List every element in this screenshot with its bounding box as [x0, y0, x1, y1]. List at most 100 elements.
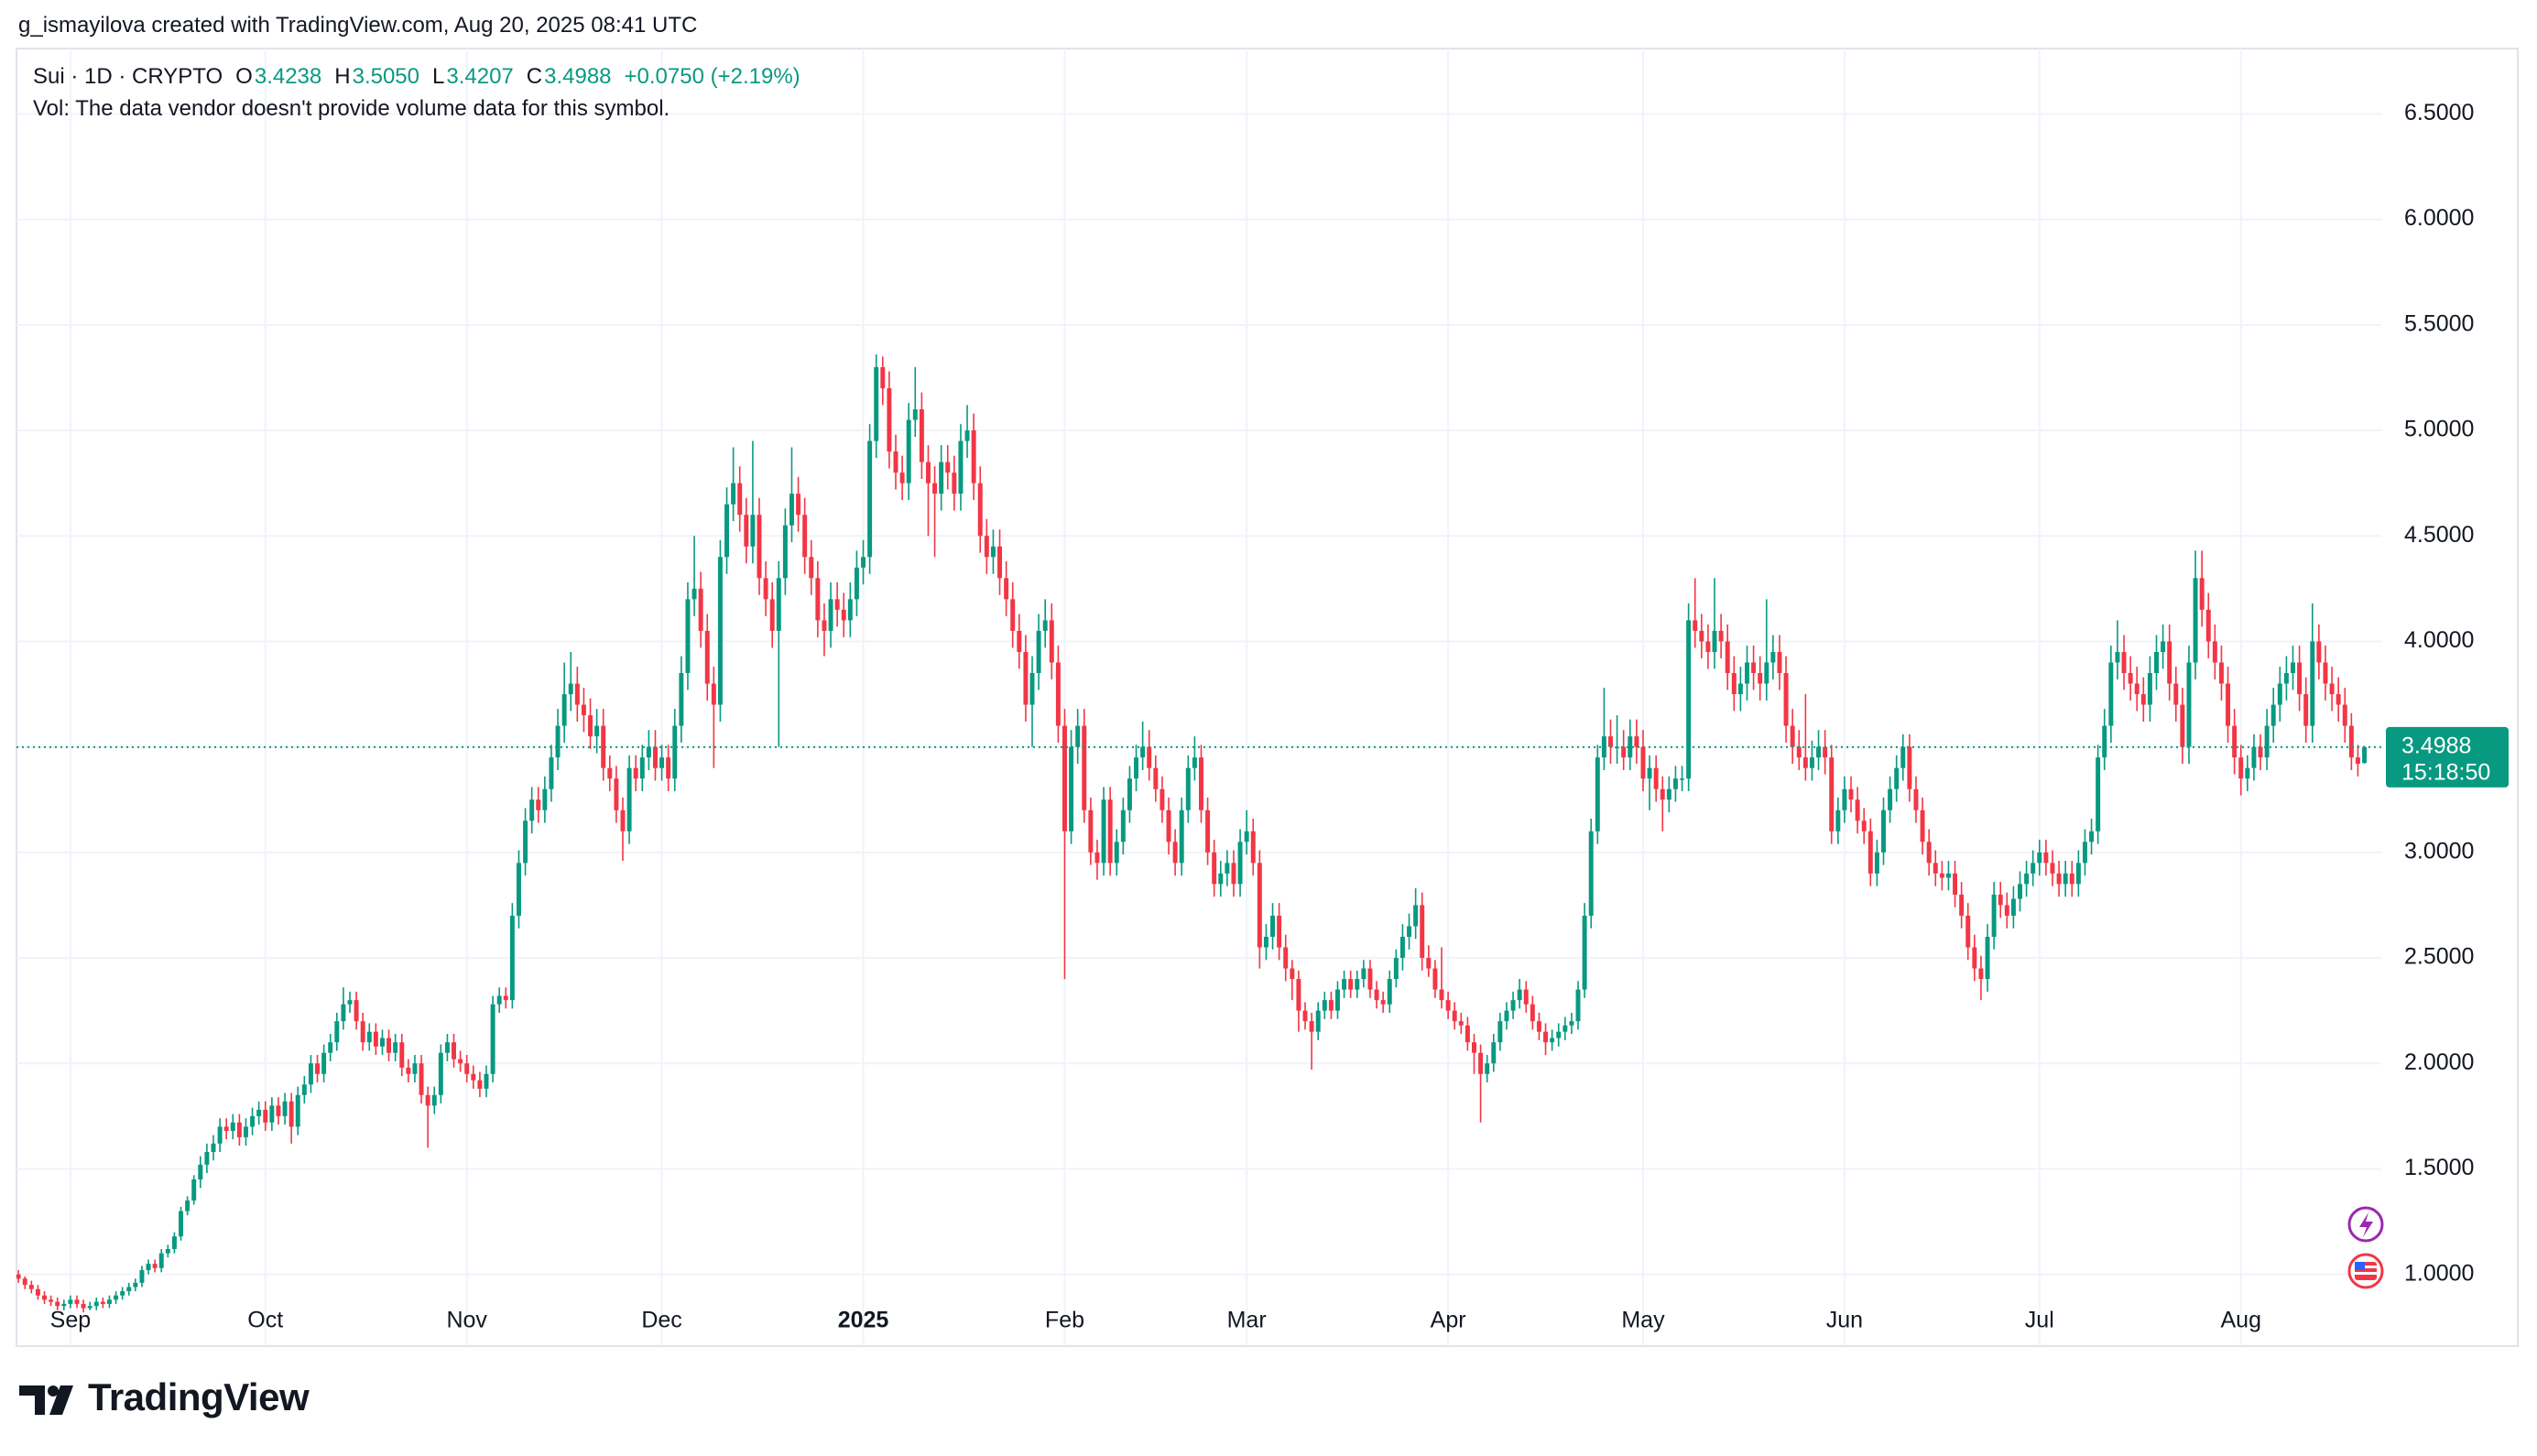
candle-body	[1848, 788, 1854, 800]
candle-body	[620, 809, 626, 831]
x-tick-label: Mar	[1227, 1308, 1267, 1333]
candle-body	[276, 1105, 281, 1116]
candle-body	[1250, 831, 1256, 864]
candle-body	[2245, 767, 2250, 779]
candle-body	[867, 440, 873, 558]
candle-body	[1277, 915, 1282, 948]
candle-body	[750, 515, 756, 547]
candle-body	[555, 725, 561, 758]
candle-body	[757, 515, 762, 579]
candle-body	[1686, 620, 1692, 779]
candle-body	[1972, 947, 1977, 969]
candle-body	[549, 757, 554, 789]
candle-body	[646, 746, 651, 758]
candle-body	[1582, 915, 1587, 990]
candle-body	[607, 767, 613, 779]
candle-body	[452, 1042, 457, 1059]
candle-body	[1004, 578, 1009, 600]
x-tick-label: Jul	[2025, 1308, 2054, 1333]
candle-body	[2303, 694, 2309, 726]
candle-body	[854, 567, 859, 600]
candle-body	[1998, 894, 2003, 906]
candle-body	[529, 799, 535, 821]
candle-body	[42, 1295, 47, 1300]
lightning-glyph	[2359, 1212, 2373, 1237]
candle-body	[1225, 863, 1230, 874]
candle-body	[406, 1067, 411, 1074]
candle-body	[1464, 1025, 1470, 1043]
candle-body	[1634, 736, 1639, 747]
candle-body	[198, 1164, 203, 1179]
brand: TradingView	[88, 1375, 310, 1418]
candle-body	[2075, 863, 2081, 885]
candle-body	[1322, 1000, 1327, 1011]
candle-body	[16, 1274, 21, 1279]
candle-body	[1257, 863, 1262, 948]
candle-body	[1237, 842, 1243, 885]
candle-body	[698, 588, 703, 631]
candle-body	[737, 483, 743, 516]
candle-body	[1049, 620, 1054, 663]
axes: 1.00001.50002.00002.50003.00003.50004.00…	[16, 100, 2509, 1333]
candle-body	[1595, 757, 1600, 831]
y-tick-label: 1.0000	[2404, 1260, 2474, 1286]
candle-body	[1231, 863, 1236, 885]
flag-stripe	[2355, 1272, 2377, 1275]
candle-body	[1445, 1000, 1451, 1011]
y-tick-label: 5.0000	[2404, 417, 2474, 442]
candle-body	[2031, 863, 2036, 874]
candle-body	[120, 1291, 125, 1296]
candle-body	[1296, 979, 1301, 1011]
candle-body	[1953, 873, 1958, 895]
candle-body	[2232, 725, 2238, 758]
candle-body	[347, 1000, 353, 1005]
candle-body	[477, 1080, 483, 1089]
candle-body	[2134, 683, 2140, 695]
candle-body	[1881, 809, 1886, 853]
candle-body	[561, 694, 567, 726]
candle-body	[523, 820, 528, 864]
candle-body	[35, 1288, 40, 1296]
candle-body	[1407, 926, 1412, 938]
candle-body	[2362, 746, 2368, 764]
candle-body	[93, 1301, 99, 1307]
candle-body	[2108, 662, 2114, 726]
candle-body	[1283, 947, 1289, 969]
candle-body	[1218, 873, 1224, 885]
candle-body	[581, 704, 586, 716]
candle-body	[1153, 767, 1159, 789]
candle-body	[1393, 958, 1399, 980]
candle-body	[2050, 863, 2055, 874]
candle-body	[464, 1063, 470, 1074]
candle-body	[1094, 852, 1100, 864]
candle-body	[1199, 757, 1203, 810]
candle-body	[899, 473, 905, 484]
legend-value: 3.4207	[446, 64, 514, 89]
candle-body	[1367, 968, 1373, 990]
candle-body	[1036, 630, 1041, 674]
candle-body	[419, 1063, 424, 1095]
candle-body	[952, 473, 957, 494]
candle-body	[341, 1004, 346, 1022]
candle-body	[1212, 852, 1217, 885]
candle-body	[568, 683, 573, 695]
symbol[interactable]: Sui · 1D · CRYPTO	[33, 64, 223, 89]
candle-body	[146, 1264, 151, 1271]
candle-body	[769, 599, 775, 631]
candle-body	[61, 1303, 67, 1307]
candle-body	[152, 1264, 158, 1268]
x-tick-label: Oct	[247, 1308, 283, 1333]
candle-body	[2283, 673, 2289, 684]
candle-body	[230, 1122, 235, 1131]
candle-body	[2186, 662, 2192, 747]
candle-body	[1569, 1021, 1574, 1026]
candle-body	[2348, 725, 2354, 758]
candle-body	[484, 1073, 489, 1089]
flag-canton	[2355, 1262, 2365, 1270]
candle-body	[22, 1278, 27, 1286]
candle-body	[1867, 831, 1873, 874]
candle-body	[1399, 937, 1405, 959]
candle-body	[1179, 809, 1184, 864]
chart-frame	[16, 48, 2519, 1347]
